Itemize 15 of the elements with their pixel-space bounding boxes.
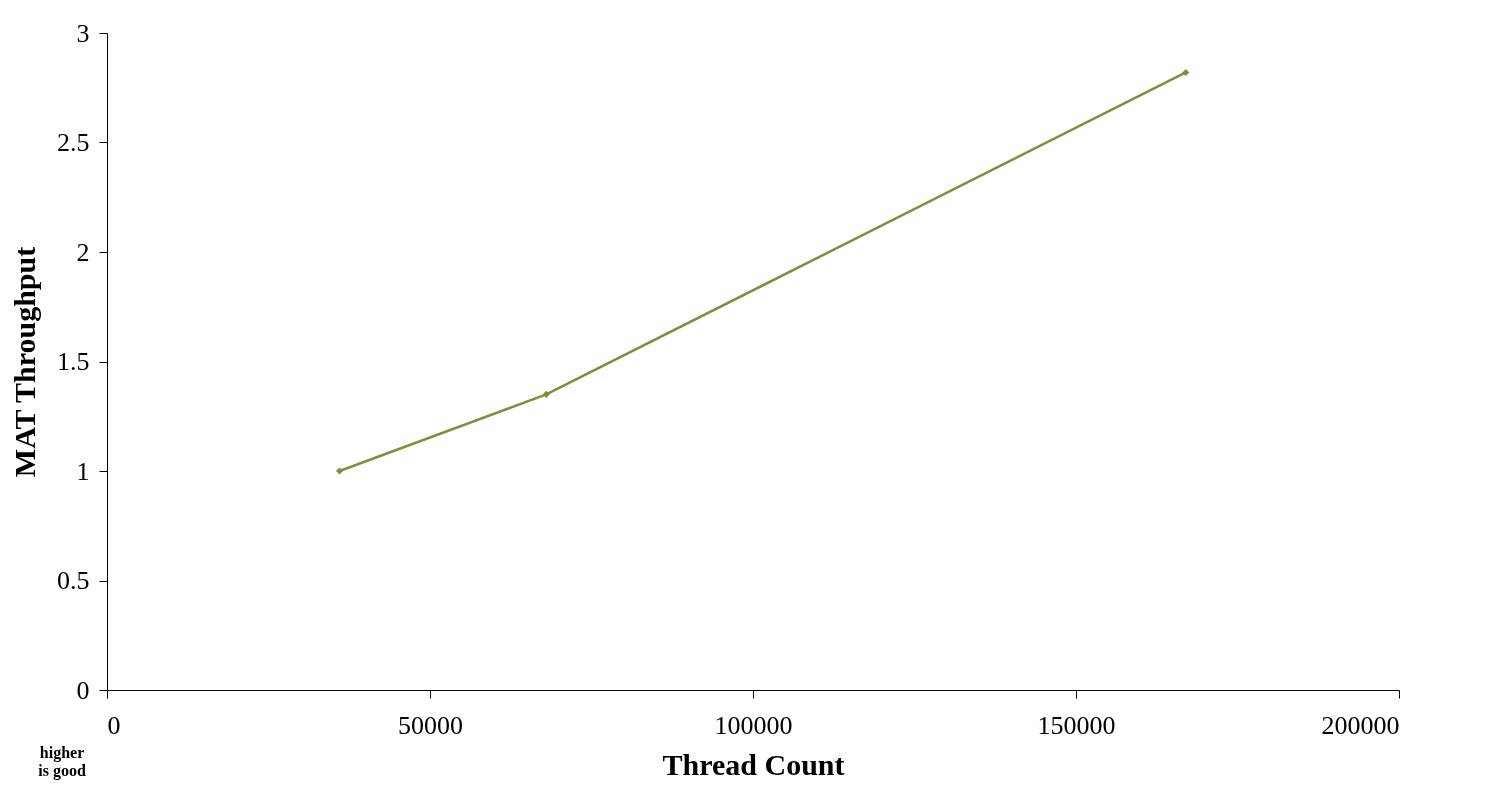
x-tick-label: 50000 xyxy=(398,710,463,740)
y-tick-label: 2 xyxy=(76,237,90,267)
y-tick-label: 2.5 xyxy=(57,128,90,157)
x-tick-label: 0 xyxy=(107,710,121,740)
x-tick-label: 200000 xyxy=(1321,710,1400,740)
y-tick-label: 3 xyxy=(76,18,90,48)
text: higher is good xyxy=(38,744,86,780)
x-axis-title: Thread Count xyxy=(662,747,845,781)
x-tick-label: 150000 xyxy=(1037,710,1116,740)
x-tick-label: 100000 xyxy=(714,710,793,740)
y-tick-label: 1 xyxy=(76,456,90,486)
y-axis-title: MAT Throughput xyxy=(8,246,41,478)
y-tick-label: 0.5 xyxy=(57,566,90,595)
y-tick-label: 1.5 xyxy=(57,347,90,376)
y-tick-label: 0 xyxy=(76,675,90,705)
